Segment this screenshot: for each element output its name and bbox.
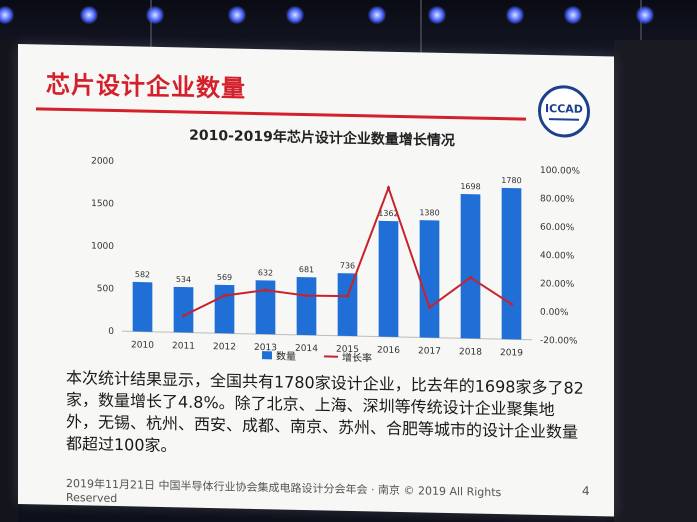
projection-screen: 芯片设计企业数量 ICCAD 2010-2019年芯片设计企业数量增长情况 0 5… (18, 44, 614, 517)
legend-label-count: 数量 (276, 349, 296, 362)
truss-pole (640, 0, 642, 58)
legend-label-growth: 增长率 (342, 351, 372, 365)
bar-2014 (296, 276, 317, 336)
bar-data-label: 569 (217, 273, 232, 282)
right-tick-label: 40.00% (540, 251, 575, 262)
truss-pole (150, 0, 152, 58)
slide-title: 芯片设计企业数量 (46, 70, 246, 103)
right-tick-label: 100.00% (540, 166, 580, 177)
right-tick-label: 20.00% (540, 279, 575, 290)
legend-swatch-bar (262, 351, 272, 360)
left-tick-label: 1500 (91, 199, 114, 209)
x-tick-label: 2012 (213, 342, 236, 352)
x-tick-label: 2014 (295, 344, 318, 354)
stage-edge-right (614, 40, 697, 522)
x-tick-label: 2018 (459, 347, 482, 357)
growth-point-2014 (304, 294, 309, 298)
bar-2011 (173, 286, 194, 333)
stage-light (368, 6, 386, 24)
bar-series: 582 534 569 632 681 736 1362 1380 1698 1780 (132, 176, 522, 340)
summary-paragraph: 本次统计结果显示，全国共有1780家设计企业，比去年的1698家多了82家，数量… (66, 368, 584, 456)
company-count-chart: 2010-2019年芯片设计企业数量增长情况 0500100015002000 … (91, 127, 580, 365)
logo-emblem-bar (549, 117, 579, 121)
bar-data-label: 681 (299, 265, 314, 274)
x-tick-label: 2010 (131, 340, 154, 350)
stage-edge-left (0, 40, 18, 522)
growth-point-2012 (222, 294, 227, 298)
right-tick-label: 60.00% (540, 223, 575, 234)
x-tick-label: 2015 (336, 345, 359, 355)
stage-light (80, 6, 98, 24)
x-tick-label: 2017 (418, 346, 441, 356)
x-axis-ticks: 2010 2011 2012 2013 2014 2015 2016 2017 2018 2019 (131, 340, 523, 358)
growth-point-2016 (386, 186, 391, 190)
bar-2012 (214, 284, 235, 334)
right-tick-label: -20.00% (540, 336, 578, 347)
bar-2017 (419, 220, 440, 338)
right-tick-label: 80.00% (540, 194, 575, 205)
left-tick-label: 500 (97, 284, 114, 294)
right-axis-ticks: -20.00% 0.00% 20.00% 40.00% 60.00% 80.00% 100.… (540, 166, 580, 347)
bar-2010 (132, 281, 153, 332)
growth-point-2019 (509, 302, 514, 306)
logo-text: ICCAD (545, 101, 583, 116)
stage-light (228, 6, 246, 24)
bar-2018 (460, 193, 481, 339)
stage-light (0, 6, 14, 24)
bar-data-label: 1362 (378, 209, 398, 218)
growth-point-2015 (345, 294, 350, 298)
truss-pole (420, 0, 422, 58)
bar-data-label: 1380 (419, 208, 439, 217)
chart-title: 2010-2019年芯片设计企业数量增长情况 (189, 127, 455, 150)
bar-data-label: 534 (176, 275, 191, 284)
left-tick-label: 0 (108, 327, 114, 337)
bar-2015 (337, 273, 358, 337)
left-tick-label: 2000 (91, 157, 114, 167)
stage-light (286, 6, 304, 24)
bar-2019 (501, 187, 522, 340)
x-tick-label: 2019 (500, 348, 523, 358)
right-tick-label: 0.00% (540, 308, 569, 319)
x-tick-label: 2011 (172, 341, 195, 351)
bar-data-label: 736 (340, 261, 355, 270)
stage-light (636, 6, 654, 24)
growth-line-series (181, 184, 514, 318)
growth-point-2018 (468, 275, 473, 280)
growth-point-2013 (263, 288, 268, 292)
bar-data-label: 632 (258, 268, 273, 277)
bar-data-label: 582 (135, 270, 150, 279)
page-number: 4 (582, 483, 590, 498)
stage-light (506, 6, 524, 24)
slide-footer: 2019年11月21日 中国半导体行业协会集成电路设计分会年会 · 南京 © 2… (66, 477, 502, 506)
growth-point-2017 (427, 305, 432, 310)
growth-point-2011 (181, 314, 186, 318)
bar-data-label: 1780 (501, 176, 521, 185)
stage-light (146, 6, 164, 24)
bar-2013 (255, 280, 276, 335)
x-tick-label: 2013 (254, 343, 277, 353)
bar-2016 (378, 220, 399, 337)
x-tick-label: 2016 (377, 346, 400, 356)
left-axis-ticks: 0 500 1000 1500 2000 (91, 157, 114, 337)
bar-data-label: 1698 (460, 182, 480, 191)
left-tick-label: 1000 (91, 242, 114, 252)
stage-light (428, 6, 446, 24)
stage-light (564, 6, 582, 24)
chart-legend: 数量 增长率 (262, 349, 372, 364)
